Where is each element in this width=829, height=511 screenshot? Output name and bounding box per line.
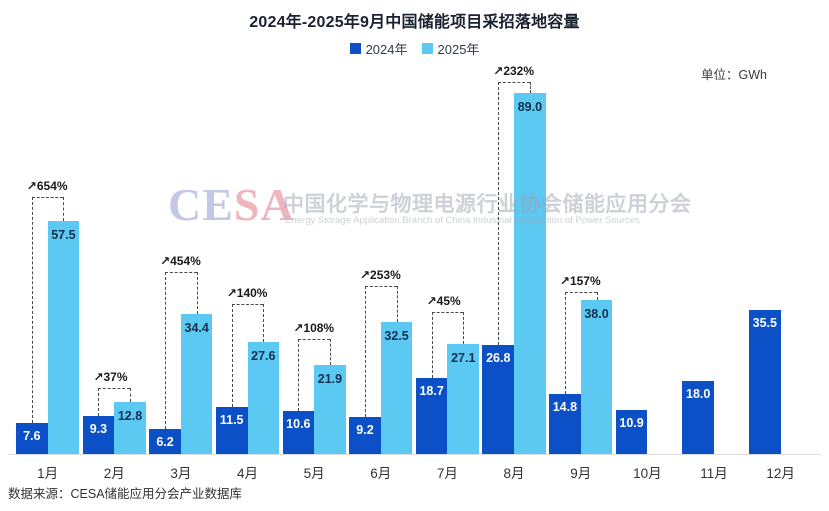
x-tick-9月: 9月 bbox=[570, 466, 592, 481]
x-tick-7月: 7月 bbox=[436, 466, 458, 481]
growth-label-9月: ↗157% bbox=[559, 273, 601, 288]
growth-bracket-left-5月 bbox=[298, 339, 300, 411]
bar-2024-2月 bbox=[82, 416, 115, 454]
bar-2025-7月 bbox=[447, 343, 480, 454]
chart-title: 2024年-2025年9月中国储能项目采招落地容量 bbox=[249, 14, 580, 31]
growth-bracket-right-4月 bbox=[263, 303, 265, 342]
x-tick-3月: 3月 bbox=[170, 466, 192, 481]
growth-bracket-top-6月 bbox=[365, 286, 397, 288]
bar-2025-9月 bbox=[580, 299, 613, 454]
x-tick-8月: 8月 bbox=[503, 466, 525, 481]
growth-bracket-right-9月 bbox=[596, 291, 598, 300]
growth-label-3月: ↗454% bbox=[160, 254, 201, 269]
growth-bracket-left-2月 bbox=[98, 388, 100, 417]
x-tick-10月: 10月 bbox=[633, 466, 662, 481]
growth-bracket-right-1月 bbox=[63, 196, 65, 221]
x-tick-5月: 5月 bbox=[303, 466, 325, 481]
growth-bracket-left-8月 bbox=[498, 81, 500, 346]
growth-bracket-top-2月 bbox=[98, 388, 131, 390]
growth-bracket-left-3月 bbox=[165, 272, 167, 429]
unit-label: 单位：GWh bbox=[701, 68, 767, 82]
bar-2025-8月 bbox=[514, 92, 546, 454]
bar-2024-11月 bbox=[682, 380, 714, 454]
cesa-logo-watermark: CESA bbox=[168, 182, 295, 228]
x-tick-6月: 6月 bbox=[370, 466, 392, 481]
growth-bracket-left-7月 bbox=[431, 311, 433, 379]
bar-2024-8月 bbox=[482, 345, 515, 454]
bar-2025-6月 bbox=[380, 322, 413, 454]
growth-label-4月: ↗140% bbox=[226, 285, 268, 300]
x-tick-4月: 4月 bbox=[236, 466, 258, 481]
legend-swatch-2024 bbox=[349, 43, 361, 54]
bar-2025-3月 bbox=[180, 314, 213, 454]
bar-2024-12月 bbox=[749, 309, 781, 454]
legend-item-2025: 2025年 bbox=[421, 39, 480, 58]
growth-bracket-left-1月 bbox=[31, 196, 33, 424]
growth-bracket-right-7月 bbox=[463, 311, 465, 344]
x-tick-1月: 1月 bbox=[37, 466, 59, 481]
growth-label-2月: ↗37% bbox=[93, 370, 128, 385]
bar-2025-2月 bbox=[114, 402, 146, 454]
bar-2024-7月 bbox=[415, 378, 448, 454]
growth-label-8月: ↗232% bbox=[493, 63, 535, 78]
bar-2024-6月 bbox=[349, 416, 381, 454]
growth-bracket-top-3月 bbox=[165, 272, 197, 274]
x-tick-12月: 12月 bbox=[766, 466, 795, 481]
growth-bracket-top-7月 bbox=[431, 311, 464, 313]
legend-item-2024: 2024年 bbox=[349, 39, 408, 58]
bar-2024-9月 bbox=[549, 393, 581, 454]
bar-2024-3月 bbox=[149, 428, 181, 454]
growth-bracket-right-6月 bbox=[396, 286, 398, 323]
bar-2025-5月 bbox=[314, 365, 346, 454]
growth-label-7月: ↗45% bbox=[426, 293, 461, 308]
growth-label-1月: ↗654% bbox=[26, 178, 68, 193]
legend-label-2025: 2025年 bbox=[437, 42, 480, 57]
bar-2025-4月 bbox=[247, 341, 280, 454]
growth-bracket-right-8月 bbox=[529, 81, 531, 93]
growth-bracket-top-1月 bbox=[31, 196, 64, 198]
growth-bracket-top-8月 bbox=[498, 81, 530, 83]
growth-bracket-top-9月 bbox=[564, 291, 597, 293]
growth-bracket-top-5月 bbox=[298, 339, 330, 341]
growth-bracket-left-6月 bbox=[365, 286, 366, 417]
bar-2024-5月 bbox=[282, 410, 315, 454]
data-source-note: 数据来源：CESA储能应用分会产业数据库 bbox=[8, 487, 243, 501]
growth-label-6月: ↗253% bbox=[360, 268, 401, 283]
watermark-english-text: Energy Storage Application Branch of Chi… bbox=[285, 215, 640, 226]
legend-swatch-2025 bbox=[421, 43, 433, 54]
growth-bracket-left-4月 bbox=[231, 303, 233, 408]
growth-bracket-right-5月 bbox=[329, 339, 331, 366]
bar-2024-10月 bbox=[615, 409, 648, 454]
growth-bracket-top-4月 bbox=[231, 303, 264, 305]
bar-2024-4月 bbox=[215, 407, 248, 454]
growth-bracket-right-2月 bbox=[130, 388, 132, 403]
legend-label-2024: 2024年 bbox=[365, 42, 408, 57]
growth-label-5月: ↗108% bbox=[293, 321, 335, 336]
growth-bracket-left-9月 bbox=[564, 291, 566, 394]
cesa-logo-left: CE bbox=[168, 179, 234, 230]
cesa-logo-right: SA bbox=[233, 179, 295, 230]
watermark-chinese-text: 中国化学与物理电源行业协会储能应用分会 bbox=[283, 193, 692, 216]
x-axis-line bbox=[8, 454, 821, 455]
bar-2024-1月 bbox=[16, 423, 48, 454]
x-tick-2月: 2月 bbox=[103, 466, 125, 481]
x-tick-11月: 11月 bbox=[700, 466, 728, 481]
bar-2025-1月 bbox=[47, 220, 80, 454]
legend: 2024年 2025年 bbox=[0, 39, 829, 58]
growth-bracket-right-3月 bbox=[196, 272, 198, 315]
